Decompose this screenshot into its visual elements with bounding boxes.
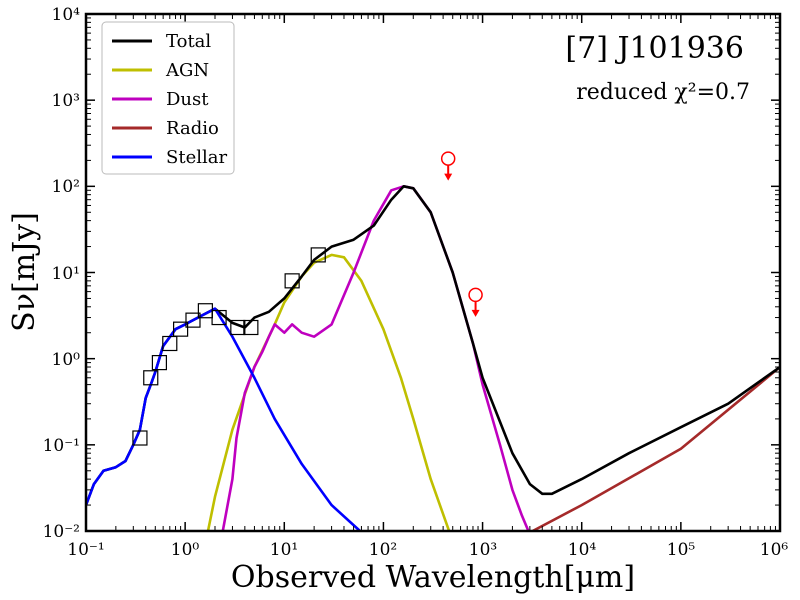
x-tick-label: 10³ (469, 540, 497, 560)
upper-limit-circle (440, 151, 456, 166)
legend-label-agn: AGN (165, 60, 209, 81)
legend: Total AGN Dust Radio Stellar (101, 21, 235, 175)
legend-box (101, 21, 235, 175)
legend-label-radio: Radio (166, 118, 219, 139)
upper-limit (468, 287, 483, 317)
legend-label-dust: Dust (166, 89, 209, 110)
series-line-radio (532, 365, 780, 531)
observed-point (173, 321, 189, 337)
x-tick-label: 10⁻¹ (67, 540, 104, 560)
observed-point (151, 355, 168, 371)
y-tick-label: 10⁴ (52, 5, 81, 25)
series-line-dust (221, 185, 530, 531)
y-tick-label: 10³ (52, 91, 80, 111)
x-tick-label: 10⁶ (760, 540, 789, 560)
x-tick-labels: 10⁻¹ 10⁰ 10¹ 10² 10³ 10⁴ 10⁵ 10⁶ (67, 540, 788, 560)
upper-limit (440, 151, 456, 181)
plot-frame (84, 12, 782, 533)
y-tick-label: 10⁻¹ (43, 436, 80, 456)
x-tick-label: 10¹ (270, 540, 298, 560)
upper-limit-arrowhead (471, 309, 480, 317)
observed-point (230, 319, 246, 336)
chart-subtitle: reduced χ²=0.7 (576, 80, 750, 105)
observed-point (211, 309, 227, 326)
y-tick-label: 10¹ (52, 264, 80, 284)
x-tick-label: 10⁰ (171, 540, 200, 560)
y-tick-labels: 10⁻² 10⁻¹ 10⁰ 10¹ 10² 10³ 10⁴ (43, 5, 81, 542)
x-tick-label: 10² (369, 540, 397, 560)
y-tick-label: 10⁰ (52, 350, 81, 370)
series-line-stellar (86, 307, 361, 531)
y-axis-label: Sν[mJy] (7, 212, 42, 332)
observed-point (310, 247, 326, 263)
observed-point (243, 319, 259, 336)
observed-point (185, 312, 201, 328)
x-axis-label: Observed Wavelength[μm] (231, 560, 635, 595)
upper-limits-layer (440, 151, 483, 317)
observed-point (284, 273, 300, 289)
y-tick-label: 10² (52, 177, 80, 197)
observed-point (143, 370, 159, 386)
observed-point (132, 430, 148, 446)
upper-limit-circle (468, 287, 483, 303)
legend-items: Total AGN Dust Radio Stellar (112, 31, 227, 168)
observed-point (162, 335, 178, 352)
x-tick-label: 10⁴ (568, 540, 597, 560)
legend-label-stellar: Stellar (166, 147, 227, 168)
x-tick-label: 10⁵ (667, 540, 696, 560)
upper-limit-arrowhead (444, 173, 453, 181)
y-tick-label: 10⁻² (43, 522, 80, 542)
series-layer (86, 185, 780, 531)
observed-points-layer (132, 247, 326, 446)
series-line-total (86, 185, 780, 506)
legend-label-total: Total (166, 31, 211, 52)
chart-title: [7] J101936 (565, 31, 744, 66)
